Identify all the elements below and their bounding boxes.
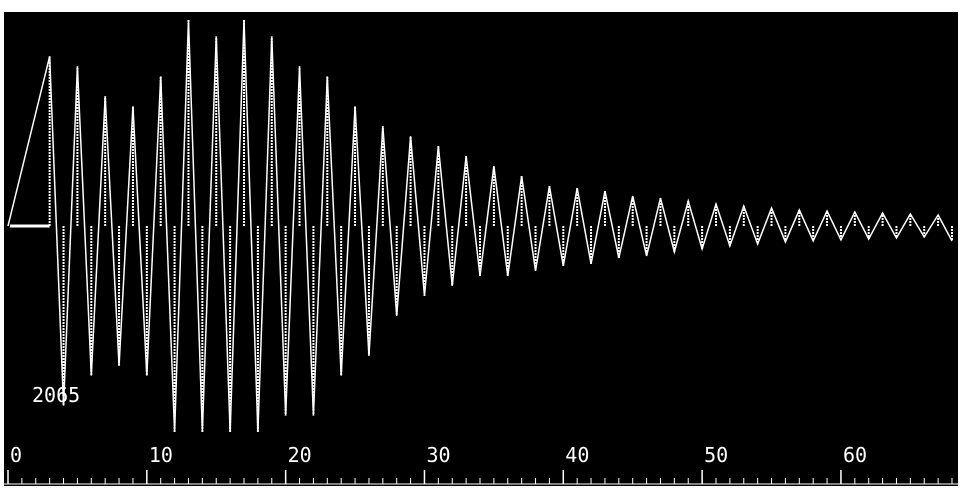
trace-layer [7, 19, 953, 433]
x-tick-label: 30 [426, 443, 450, 467]
x-tick-label: 60 [843, 443, 867, 467]
x-axis-minor-ticks [7, 478, 953, 484]
x-tick-label: 10 [149, 443, 173, 467]
x-tick-label: 20 [288, 443, 312, 467]
peak-value-label: 2065 [32, 383, 80, 407]
x-tick-label: 40 [565, 443, 589, 467]
x-tick-label: 50 [704, 443, 728, 467]
x-axis-tick-labels: 0 10 20 30 40 50 60 [7, 443, 867, 484]
x-tick-label: 0 [10, 443, 22, 467]
